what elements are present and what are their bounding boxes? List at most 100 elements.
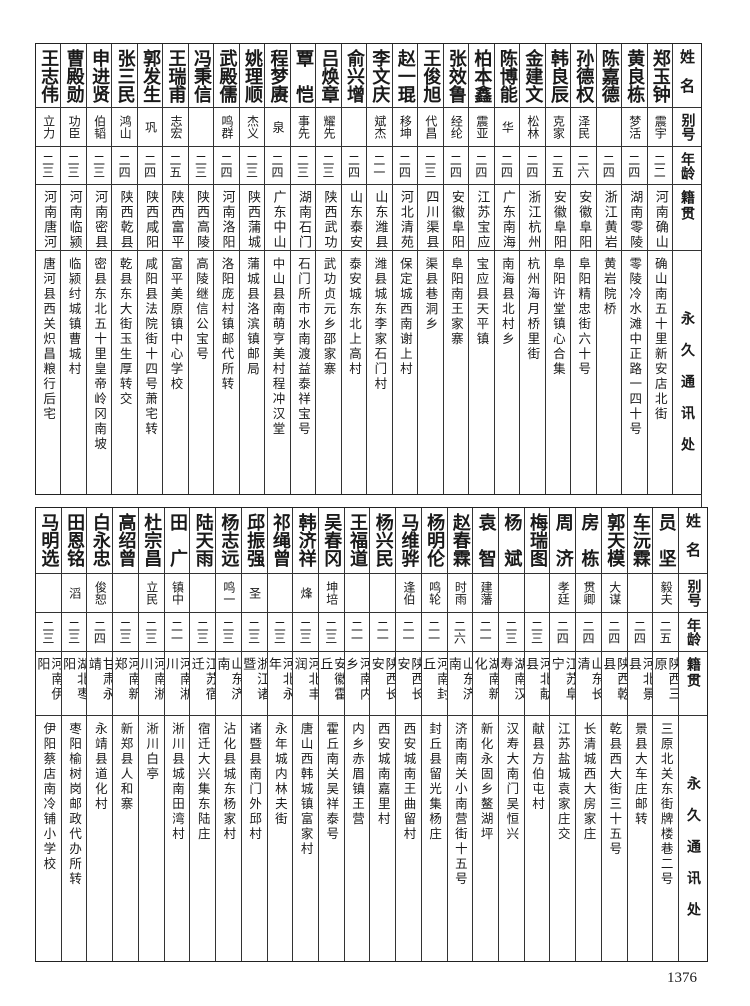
name-text: 冯秉信	[191, 49, 213, 103]
address-cell: 唐山西韩城镇富家村	[293, 716, 318, 961]
age-text: 二四	[499, 153, 514, 178]
alias-text: 梦活	[627, 115, 642, 139]
header-native-cell: 籍贯	[673, 185, 701, 251]
name-cell: 王瑞甫	[163, 44, 188, 108]
address-text: 景县大车庄邮转	[632, 722, 648, 827]
address-text: 潍县城东李家石门村	[372, 257, 388, 392]
address-text: 保定城西南谢上村	[397, 257, 413, 377]
name-cell: 王俊旭	[418, 44, 443, 108]
alias-text: 功臣	[67, 115, 82, 139]
age-cell: 二四	[601, 613, 627, 652]
address-cell: 泰安城东北上高村	[342, 251, 366, 494]
alias-text: 大谋	[607, 581, 622, 605]
native-text: 山东潍县	[372, 190, 388, 250]
person-record: 程梦赓泉二四 广东中山 中山县南萌亨美村程冲汉堂	[264, 44, 290, 494]
alias-text: 鸣群	[220, 115, 235, 139]
age-text: 二三	[246, 620, 261, 644]
native-cell: 河南洛阳	[214, 185, 239, 251]
alias-text: 事先	[296, 115, 311, 139]
address-text: 永年城内林夫街	[272, 722, 288, 827]
age-cell: 二四	[550, 613, 576, 652]
address-cell: 临颍纣城镇曹城村	[61, 251, 85, 494]
age-text: 二三	[529, 620, 544, 644]
age-text: 二五	[550, 153, 565, 178]
alias-cell: 鸣群	[214, 108, 239, 147]
person-record: 祁绳曾 二三 河北永年 永年城内林夫街	[266, 508, 293, 961]
name-text: 田广	[166, 513, 188, 567]
native-text: 陕西富平	[168, 190, 184, 250]
alias-text: 经纶	[449, 115, 464, 139]
address-text: 唐山西韩城镇富家村	[298, 722, 314, 857]
age-cell: 二五	[545, 147, 571, 185]
address-cell: 新化永固乡鳌湖坪	[473, 716, 498, 961]
native-text: 山东济南	[216, 657, 241, 702]
native-cell: 山东济南	[216, 652, 241, 716]
alias-cell	[190, 574, 216, 613]
alias-cell: 圣	[241, 574, 267, 613]
address-text: 献县方伯屯村	[530, 722, 546, 812]
person-record: 陈博能华二四 广东南海 南海县北村乡	[493, 44, 520, 494]
person-record: 房栋 贯卿 二四 山东长清 长清城西大房家庄	[575, 508, 601, 961]
person-record: 车沅霖 二四 河北景县 景县大车庄邮转	[626, 508, 653, 961]
alias-text: 鸿山	[118, 115, 133, 139]
person-record: 王俊旭 代昌 二三 四川渠县 渠县巷洞乡	[417, 44, 443, 494]
native-text: 浙江杭州	[525, 190, 541, 250]
person-record: 黄良栋 梦活 二四 湖南零陵 零陵冷水滩中正路一四十号	[621, 44, 647, 494]
age-cell: 二四	[576, 613, 601, 652]
alias-cell: 时雨	[447, 574, 473, 613]
address-text: 宝应县天平镇	[474, 257, 490, 347]
header-native-cell: 籍贯	[679, 652, 707, 716]
native-text: 河南内乡	[344, 657, 370, 702]
address-text: 杭州海月桥里街	[525, 257, 541, 362]
address-cell: 武功贞元乡邵家寨	[316, 251, 340, 494]
age-cell: 二一	[396, 613, 421, 652]
alias-cell: 立民	[138, 574, 164, 613]
age-text: 二四	[580, 620, 595, 644]
name-cell: 杨明伦	[421, 508, 447, 574]
alias-text: 克家	[551, 115, 566, 139]
name-text: 孙德权	[573, 49, 595, 103]
person-record: 马明选 二三 河南伊阳 伊阳蔡店南冷铺小学校	[36, 508, 61, 961]
address-text: 中山县南萌亨美村程冲汉堂	[270, 257, 286, 437]
native-cell: 浙江杭州	[520, 185, 545, 251]
alias-cell: 克家	[545, 108, 571, 147]
alias-text: 震亚	[474, 115, 489, 139]
address-text: 长清城西大房家庄	[581, 722, 597, 842]
native-text: 江苏宝应	[474, 190, 490, 250]
address-cell: 高陵继信公宝号	[189, 251, 213, 494]
native-text: 河南临颍	[66, 190, 82, 250]
alias-text: 耀先	[321, 115, 336, 139]
age-cell: 二六	[571, 147, 596, 185]
alias-cell: 俊恕	[87, 574, 113, 613]
age-cell: 二三	[216, 613, 241, 652]
native-text: 甘肃永靖	[87, 657, 113, 702]
header-alias-cell: 别号	[679, 574, 707, 613]
name-cell: 覃恺	[290, 44, 316, 108]
name-text: 郑玉钟	[649, 49, 671, 103]
name-cell: 田恩铭	[61, 508, 87, 574]
native-cell: 河北献县	[524, 652, 550, 716]
name-cell: 申进贤	[86, 44, 112, 108]
address-cell: 淅川白亭	[139, 716, 164, 961]
native-text: 湖南汉寿	[498, 657, 524, 702]
address-text: 淅川县城南田湾村	[169, 722, 185, 842]
name-text: 陈博能	[496, 49, 518, 103]
address-text: 西安城南嘉里村	[375, 722, 391, 827]
address-cell: 封丘县留光集杨庄	[422, 716, 447, 961]
age-text: 二一	[169, 620, 184, 644]
alias-text: 贯卿	[581, 581, 596, 605]
age-text: 二三	[195, 620, 210, 644]
native-text: 安徽霍丘	[318, 657, 344, 702]
alias-cell: 震亚	[469, 108, 494, 147]
age-text: 二一	[426, 620, 441, 644]
native-cell: 陕西乾县	[601, 652, 627, 716]
age-cell: 二四	[469, 147, 494, 185]
age-text: 二四	[632, 620, 647, 644]
native-text: 河南洛阳	[219, 190, 235, 250]
native-cell: 陕西高陵	[188, 185, 214, 251]
header-name-cell: 姓名	[679, 508, 707, 574]
person-record: 袁智 建藩 二一 湖南新化 新化永固乡鳌湖坪	[472, 508, 498, 961]
address-cell: 长清城西大房家庄	[576, 716, 601, 961]
address-cell: 伊阳蔡店南冷铺小学校	[36, 716, 61, 961]
age-cell: 二一	[421, 613, 447, 652]
